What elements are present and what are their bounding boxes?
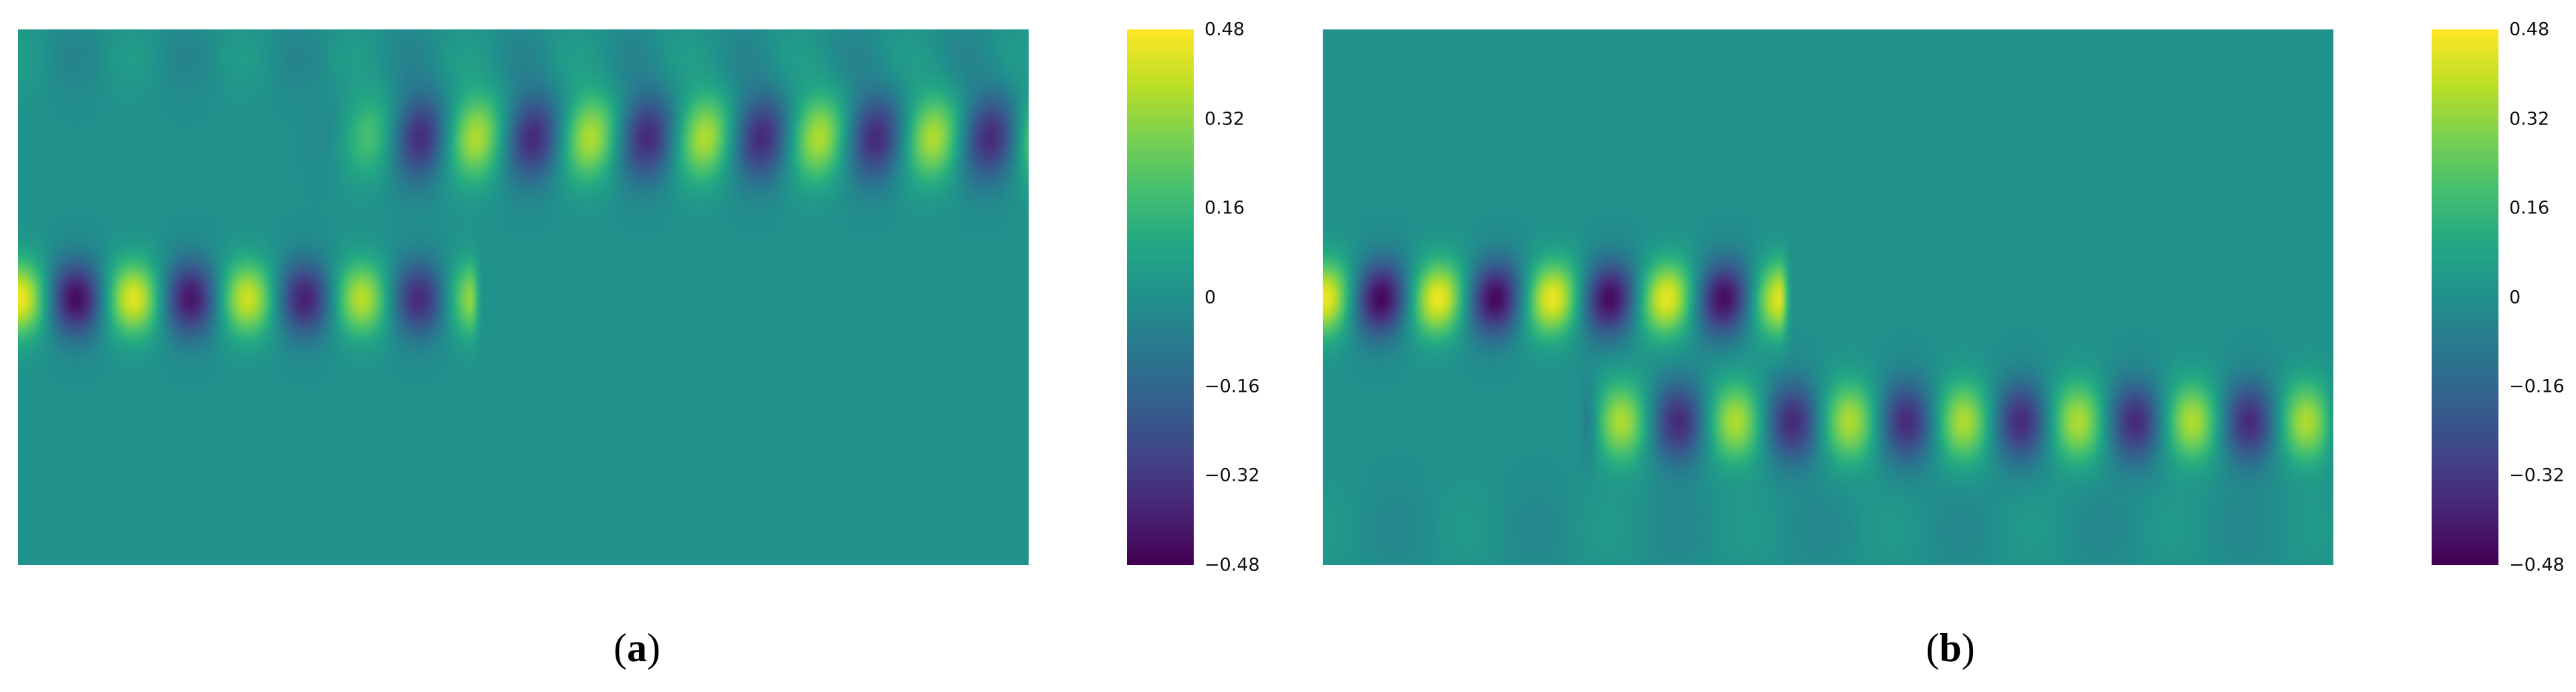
colorbar-tick: 0.48	[1204, 19, 1245, 40]
panel-b: 0.48 0.32 0.16 0 −0.16 −0.32 −0.48 (b)	[1288, 0, 2576, 692]
colorbar-tick: 0.48	[2509, 19, 2550, 40]
colorbar-tick: −0.48	[2509, 554, 2565, 576]
colorbar-ticks-b: 0.48 0.32 0.16 0 −0.16 −0.32 −0.48	[2509, 19, 2576, 576]
colorbar-tick: −0.32	[1204, 465, 1260, 486]
heatmap-b	[1323, 29, 2333, 565]
colorbar-a	[1127, 29, 1194, 565]
colorbar-b	[2432, 29, 2498, 565]
colorbar-tick: −0.16	[2509, 376, 2565, 397]
colorbar-tick: 0.32	[1204, 108, 1245, 129]
panel-label-a: (a)	[614, 626, 660, 670]
colorbar-ticks-a: 0.48 0.32 0.16 0 −0.16 −0.32 −0.48	[1204, 19, 1298, 576]
colorbar-tick: 0	[2509, 287, 2521, 308]
panel-a: 0.48 0.32 0.16 0 −0.16 −0.32 −0.48 (a)	[18, 19, 1260, 670]
colorbar-tick: 0.16	[2509, 197, 2550, 219]
colorbar-tick: −0.32	[2509, 465, 2565, 486]
panel-label-b: (b)	[1926, 626, 1975, 670]
colorbar-tick: −0.16	[1204, 376, 1260, 397]
colorbar-tick: −0.48	[1204, 554, 1260, 576]
colorbar-tick: 0	[1204, 287, 1216, 308]
colorbar-tick: 0.16	[1204, 197, 1245, 219]
heatmap-a	[18, 29, 1029, 565]
colorbar-tick: 0.32	[2509, 108, 2550, 129]
